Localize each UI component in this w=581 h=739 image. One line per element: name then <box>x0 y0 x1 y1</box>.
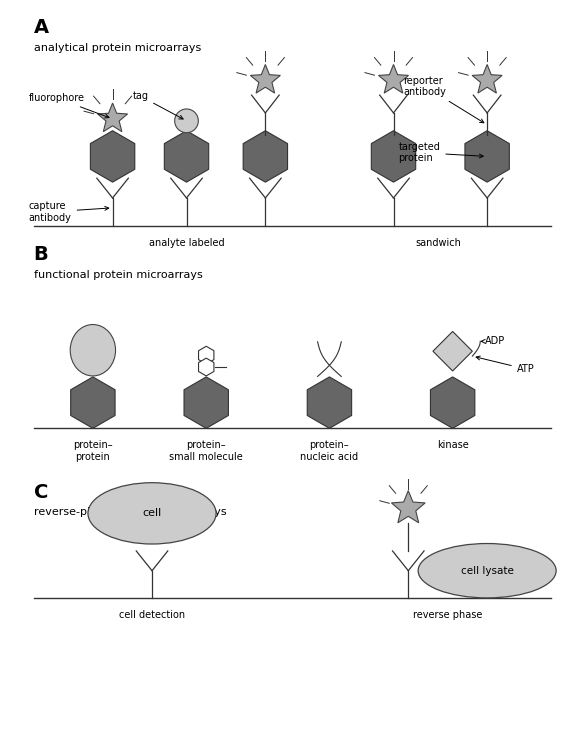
Polygon shape <box>371 131 415 182</box>
Text: fluorophore: fluorophore <box>29 93 109 118</box>
Text: C: C <box>34 483 48 502</box>
Text: sandwich: sandwich <box>415 237 461 248</box>
Polygon shape <box>392 491 425 522</box>
Ellipse shape <box>70 324 116 376</box>
Text: reverse phase: reverse phase <box>413 610 482 620</box>
Text: analytical protein microarrays: analytical protein microarrays <box>34 43 201 52</box>
Polygon shape <box>164 131 209 182</box>
Circle shape <box>175 109 198 133</box>
Polygon shape <box>71 377 115 429</box>
Polygon shape <box>472 64 502 93</box>
Polygon shape <box>431 377 475 429</box>
Polygon shape <box>91 131 135 182</box>
Polygon shape <box>199 358 214 376</box>
Polygon shape <box>378 64 408 93</box>
Polygon shape <box>433 331 472 371</box>
Text: cell: cell <box>142 508 162 518</box>
Text: protein–
protein: protein– protein <box>73 440 113 462</box>
Text: analyte labeled: analyte labeled <box>149 237 224 248</box>
Text: cell detection: cell detection <box>119 610 185 620</box>
Polygon shape <box>307 377 352 429</box>
Text: kinase: kinase <box>437 440 468 450</box>
Ellipse shape <box>418 543 556 598</box>
Polygon shape <box>243 131 288 182</box>
Text: functional protein microarrays: functional protein microarrays <box>34 270 203 280</box>
Text: B: B <box>34 245 48 265</box>
Text: reporter
antibody: reporter antibody <box>403 75 484 123</box>
Text: ATP: ATP <box>476 356 535 374</box>
Polygon shape <box>184 377 228 429</box>
Text: tag: tag <box>132 91 183 119</box>
Polygon shape <box>199 347 214 364</box>
Text: protein–
small molecule: protein– small molecule <box>169 440 243 462</box>
Text: targeted
protein: targeted protein <box>399 142 483 163</box>
Polygon shape <box>250 64 281 93</box>
Text: protein–
nucleic acid: protein– nucleic acid <box>300 440 358 462</box>
Text: ADP: ADP <box>481 336 505 347</box>
Text: capture
antibody: capture antibody <box>29 201 109 222</box>
Polygon shape <box>465 131 510 182</box>
Text: A: A <box>34 18 49 37</box>
Text: reverse-phase protein microarrays: reverse-phase protein microarrays <box>34 508 227 517</box>
Polygon shape <box>98 103 128 132</box>
Text: cell lysate: cell lysate <box>461 566 514 576</box>
Ellipse shape <box>88 483 216 544</box>
